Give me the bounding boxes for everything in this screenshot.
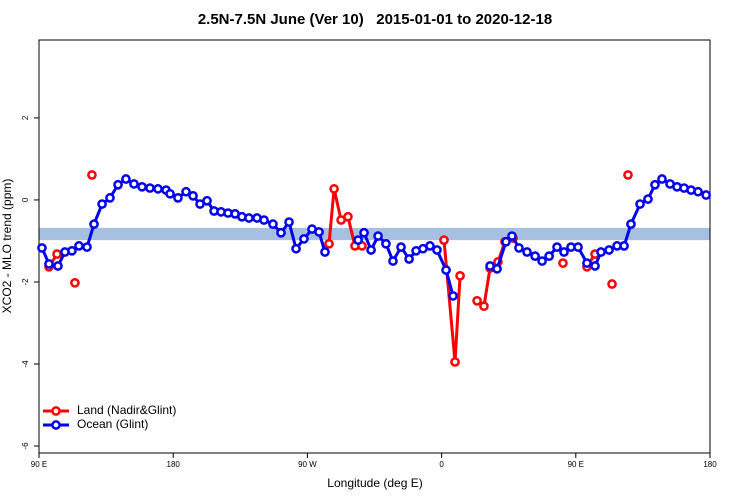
data-point xyxy=(590,261,600,271)
data-point xyxy=(635,199,645,209)
data-point xyxy=(492,264,502,274)
data-point xyxy=(53,261,63,271)
data-point xyxy=(501,236,511,247)
data-point xyxy=(97,199,107,209)
data-point xyxy=(514,243,524,253)
data-point xyxy=(291,243,301,254)
data-point xyxy=(559,247,569,257)
data-point xyxy=(173,193,183,203)
x-tick-label: 180 xyxy=(167,460,181,469)
data-point xyxy=(129,179,139,189)
y-tick-label: -4 xyxy=(21,360,30,368)
data-point xyxy=(299,234,309,244)
data-point xyxy=(522,247,532,257)
y-tick-label: -6 xyxy=(21,442,30,450)
data-point xyxy=(448,291,458,301)
x-tick-label: 180 xyxy=(703,460,717,469)
series-line xyxy=(49,175,628,362)
legend-marker xyxy=(51,420,61,430)
data-point xyxy=(89,219,99,229)
data-point xyxy=(582,258,592,268)
data-point xyxy=(619,241,629,251)
data-point xyxy=(153,184,163,194)
data-point xyxy=(202,195,212,206)
data-point xyxy=(596,247,606,257)
data-point xyxy=(188,190,198,201)
data-point xyxy=(455,270,465,281)
x-tick-label: 90 W xyxy=(298,460,317,469)
data-point xyxy=(479,301,489,312)
data-point xyxy=(643,194,653,204)
data-point xyxy=(82,242,92,252)
data-point xyxy=(343,211,353,222)
data-point xyxy=(284,217,294,227)
data-point xyxy=(552,242,562,252)
legend-label: Ocean (Glint) xyxy=(77,417,148,431)
legend-marker xyxy=(51,406,61,416)
data-point xyxy=(693,186,703,197)
x-tick-label: 0 xyxy=(439,460,444,469)
legend-label: Land (Nadir&Glint) xyxy=(77,403,176,417)
data-point xyxy=(121,174,131,184)
data-point xyxy=(137,181,147,192)
data-point xyxy=(70,277,80,288)
data-point xyxy=(324,238,334,249)
data-point xyxy=(657,174,667,184)
data-point xyxy=(558,258,568,268)
x-tick-label: 90 E xyxy=(31,460,47,469)
data-point xyxy=(396,242,406,252)
data-point xyxy=(52,249,62,259)
data-point xyxy=(165,188,175,199)
x-axis-label: Longitude (deg E) xyxy=(327,476,422,490)
data-point xyxy=(623,170,633,180)
data-point xyxy=(701,190,711,200)
data-point xyxy=(366,245,376,255)
y-tick-label: 0 xyxy=(21,197,30,202)
data-point xyxy=(259,215,269,225)
data-point xyxy=(573,242,583,252)
data-point xyxy=(544,251,554,261)
data-point xyxy=(67,245,77,256)
data-point xyxy=(105,193,115,203)
data-point xyxy=(320,247,330,257)
data-point xyxy=(359,227,369,238)
data-point xyxy=(439,235,449,245)
data-point xyxy=(113,179,123,190)
data-point xyxy=(329,184,339,194)
data-point xyxy=(604,245,614,255)
data-point xyxy=(381,238,391,249)
x-tick-label: 90 E xyxy=(568,460,584,469)
data-point xyxy=(650,179,660,190)
data-point xyxy=(537,256,547,266)
data-point xyxy=(181,186,191,197)
data-point xyxy=(388,256,398,266)
y-axis-label: XCO2 - MLO trend (ppm) xyxy=(0,179,14,314)
y-tick-label: -2 xyxy=(21,278,30,286)
data-point xyxy=(373,231,383,241)
chart-title: 2.5N-7.5N June (Ver 10) 2015-01-01 to 20… xyxy=(198,11,552,28)
data-point xyxy=(472,295,482,306)
data-point xyxy=(607,279,617,289)
data-point xyxy=(404,254,414,264)
data-point xyxy=(87,170,97,180)
data-point xyxy=(145,183,155,193)
data-point xyxy=(268,219,278,229)
y-tick-label: 2 xyxy=(21,115,30,120)
data-point xyxy=(441,265,451,275)
data-point xyxy=(353,235,363,245)
data-point xyxy=(44,259,54,269)
data-point xyxy=(626,219,636,229)
data-point xyxy=(37,243,47,253)
data-point xyxy=(74,241,84,251)
data-point xyxy=(276,227,286,238)
data-point xyxy=(432,245,442,255)
data-point xyxy=(450,357,460,367)
data-point xyxy=(244,213,254,223)
data-point xyxy=(530,251,540,261)
data-point xyxy=(425,241,435,251)
data-point xyxy=(507,231,517,241)
data-point xyxy=(314,227,324,237)
